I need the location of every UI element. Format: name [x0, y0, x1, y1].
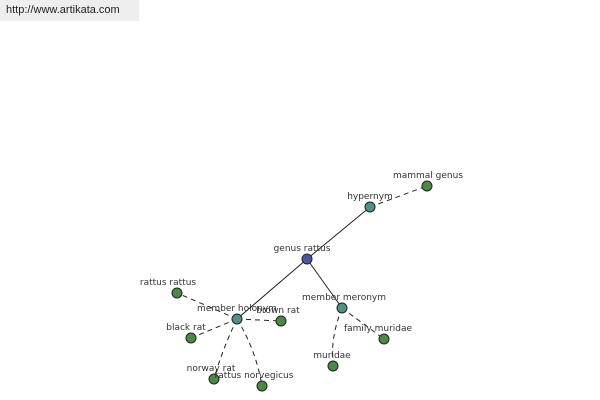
url-link[interactable]: http://www.artikata.com: [0, 0, 139, 21]
node[interactable]: [231, 313, 243, 325]
node[interactable]: [185, 332, 197, 344]
node[interactable]: [301, 253, 313, 265]
node[interactable]: [171, 287, 183, 299]
node-label: family muridae: [344, 324, 413, 334]
node[interactable]: [378, 333, 390, 345]
edge: [306, 206, 371, 260]
node-label: member holonym: [197, 304, 277, 314]
node[interactable]: [336, 302, 348, 314]
node-label: muridae: [313, 351, 351, 361]
edge: [306, 258, 343, 309]
edge: [236, 318, 282, 322]
edge: [213, 318, 238, 380]
node[interactable]: [421, 180, 433, 192]
node-label: mammal genus: [393, 171, 463, 181]
node[interactable]: [275, 315, 287, 327]
node[interactable]: [364, 201, 376, 213]
edge: [369, 185, 428, 208]
node-label: hypernym: [347, 192, 393, 202]
node-label: member meronym: [302, 293, 386, 303]
node[interactable]: [327, 360, 339, 372]
edge: [236, 318, 263, 387]
node-label: rattus rattus: [140, 278, 197, 288]
node-label: genus rattus: [274, 244, 331, 254]
node-label: norway rat: [187, 364, 236, 374]
node-label: black rat: [166, 323, 206, 333]
edge: [236, 258, 308, 320]
node[interactable]: [208, 373, 220, 385]
node[interactable]: [256, 380, 268, 392]
node-label: rattus norvegicus: [215, 371, 294, 381]
node-label: brown rat: [256, 306, 300, 316]
